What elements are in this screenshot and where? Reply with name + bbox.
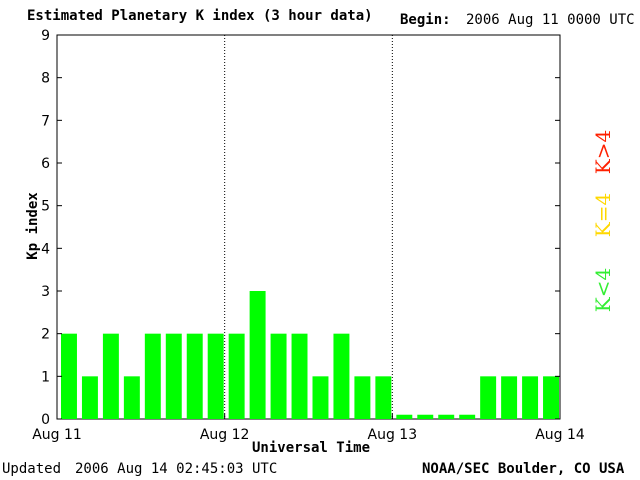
y-tick-label: 7 xyxy=(41,113,50,129)
y-tick-label: 0 xyxy=(41,412,50,428)
y-axis-label: Kp index xyxy=(25,192,41,260)
chart-title: Estimated Planetary K index (3 hour data… xyxy=(27,8,373,24)
y-tick-label: 9 xyxy=(41,28,50,44)
updated-label: Updated xyxy=(2,461,62,477)
kp-bar xyxy=(123,376,140,419)
kp-bar xyxy=(438,414,455,419)
data-source: NOAA/SEC Boulder, CO USA xyxy=(422,461,625,477)
y-tick-label: 4 xyxy=(41,241,50,257)
kp-bar xyxy=(312,376,329,419)
x-axis-label: Universal Time xyxy=(252,440,371,456)
kp-bar xyxy=(396,414,413,419)
kp-bar xyxy=(480,376,497,419)
x-tick-label: Aug 14 xyxy=(535,427,585,443)
kp-bar xyxy=(144,333,161,419)
y-tick-label: 3 xyxy=(41,284,50,300)
begin-value: 2006 Aug 11 0000 UTC xyxy=(466,12,635,28)
plot-frame xyxy=(56,34,561,420)
kp-bar xyxy=(459,414,476,419)
kp-bar xyxy=(354,376,371,419)
y-tick-label: 1 xyxy=(41,369,50,385)
kp-bar xyxy=(522,376,539,419)
kp-bar xyxy=(165,333,182,419)
y-tick-label: 6 xyxy=(41,156,50,172)
legend-k-less-4: K<4 xyxy=(591,267,615,313)
x-tick-label: Aug 12 xyxy=(200,427,250,443)
begin-label: Begin: xyxy=(400,12,451,28)
kp-bar xyxy=(501,376,518,419)
kp-bar xyxy=(61,333,77,419)
y-tick-label: 8 xyxy=(41,71,50,87)
y-tick-label: 2 xyxy=(41,327,50,343)
kp-bar xyxy=(333,333,350,419)
kp-bar xyxy=(543,376,559,419)
legend-k-greater-4: K>4 xyxy=(591,129,615,175)
kp-bar xyxy=(249,291,266,419)
kp-bar xyxy=(81,376,98,419)
x-tick-label: Aug 13 xyxy=(368,427,418,443)
y-tick-label: 5 xyxy=(41,199,50,215)
kp-bar xyxy=(207,333,224,419)
kp-bar xyxy=(417,414,434,419)
kp-bar xyxy=(375,376,392,419)
kp-bar xyxy=(291,333,308,419)
x-tick-label: Aug 11 xyxy=(32,427,82,443)
kp-bar xyxy=(102,333,119,419)
kp-bar xyxy=(228,333,245,419)
updated-timestamp: 2006 Aug 14 02:45:03 UTC xyxy=(75,461,278,477)
legend-k-equal-4: K=4 xyxy=(591,192,615,238)
kp-bar xyxy=(270,333,287,419)
kp-bar xyxy=(186,333,203,419)
